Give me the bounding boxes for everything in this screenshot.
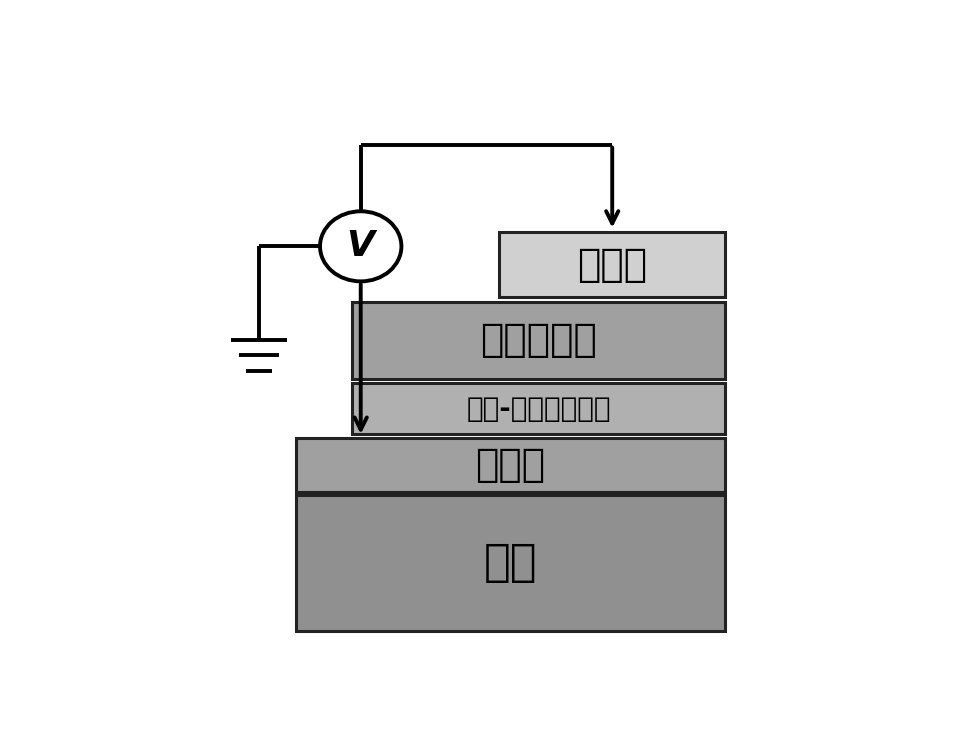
Text: 底电极: 底电极	[476, 446, 546, 484]
Text: 无机-有机杂化薄膜: 无机-有机杂化薄膜	[466, 395, 611, 423]
Text: 衬底: 衬底	[483, 542, 537, 584]
Bar	[352, 383, 725, 434]
Text: 金属氧化物: 金属氧化物	[481, 321, 597, 360]
Bar	[352, 302, 725, 379]
Text: 顶电极: 顶电极	[577, 246, 647, 284]
Text: V: V	[347, 229, 375, 264]
Bar	[499, 232, 725, 297]
Ellipse shape	[320, 211, 402, 281]
Bar	[296, 495, 725, 631]
Bar	[296, 438, 725, 493]
